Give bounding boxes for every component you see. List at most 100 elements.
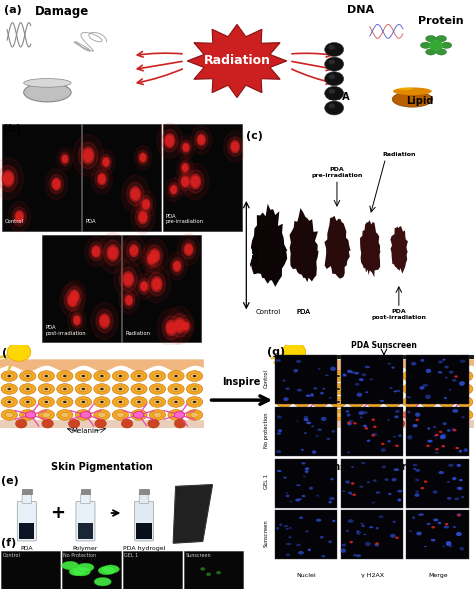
Ellipse shape (309, 487, 313, 490)
Text: Sunscreen: Sunscreen (264, 519, 269, 547)
Ellipse shape (421, 409, 437, 420)
Circle shape (325, 42, 344, 57)
Ellipse shape (456, 464, 461, 467)
Circle shape (166, 135, 173, 146)
Ellipse shape (346, 530, 349, 532)
Ellipse shape (328, 540, 332, 543)
Ellipse shape (381, 448, 386, 452)
Ellipse shape (312, 396, 328, 407)
Text: No Protection: No Protection (64, 553, 97, 558)
Ellipse shape (135, 399, 143, 405)
Ellipse shape (449, 370, 454, 373)
Ellipse shape (94, 383, 110, 394)
Ellipse shape (277, 432, 281, 435)
Circle shape (91, 303, 118, 339)
Ellipse shape (395, 537, 399, 539)
Ellipse shape (112, 396, 128, 407)
Circle shape (165, 320, 177, 336)
Ellipse shape (94, 396, 110, 407)
Ellipse shape (384, 383, 401, 394)
Bar (275, 510, 337, 559)
Circle shape (143, 265, 171, 303)
Ellipse shape (459, 381, 465, 386)
Ellipse shape (1, 396, 18, 407)
Ellipse shape (98, 412, 106, 418)
Ellipse shape (305, 467, 309, 470)
Ellipse shape (370, 399, 379, 405)
Circle shape (182, 163, 209, 200)
Ellipse shape (413, 464, 418, 466)
Ellipse shape (435, 434, 439, 436)
Ellipse shape (295, 498, 300, 501)
Text: Radiation: Radiation (382, 152, 416, 157)
Ellipse shape (8, 375, 11, 377)
Ellipse shape (24, 412, 32, 418)
Circle shape (131, 201, 155, 234)
Ellipse shape (282, 375, 286, 377)
Ellipse shape (330, 478, 334, 480)
Circle shape (16, 419, 27, 428)
Bar (78, 523, 93, 539)
Ellipse shape (372, 433, 377, 436)
Ellipse shape (116, 412, 125, 418)
Ellipse shape (135, 386, 143, 392)
Text: PDA hydrogel: PDA hydrogel (123, 546, 165, 551)
Bar (275, 407, 337, 456)
Ellipse shape (457, 370, 473, 381)
Ellipse shape (452, 409, 458, 413)
Ellipse shape (444, 526, 449, 528)
Ellipse shape (118, 375, 122, 377)
Ellipse shape (381, 443, 385, 445)
Circle shape (93, 247, 99, 256)
Ellipse shape (286, 543, 292, 545)
Ellipse shape (306, 422, 311, 424)
Ellipse shape (360, 523, 364, 524)
Ellipse shape (444, 366, 449, 369)
Ellipse shape (332, 519, 336, 522)
Text: (f): (f) (1, 538, 17, 548)
Ellipse shape (319, 388, 322, 390)
Circle shape (217, 571, 220, 574)
Ellipse shape (168, 370, 184, 381)
Ellipse shape (73, 567, 91, 576)
Ellipse shape (5, 412, 13, 418)
Text: PDA Sunscreen: PDA Sunscreen (351, 341, 417, 350)
Ellipse shape (172, 412, 180, 418)
Circle shape (148, 255, 155, 263)
Text: (b): (b) (3, 124, 21, 134)
Circle shape (136, 207, 150, 227)
Ellipse shape (301, 495, 306, 497)
Ellipse shape (19, 370, 36, 381)
Ellipse shape (5, 386, 13, 392)
Circle shape (181, 319, 191, 333)
Circle shape (184, 243, 193, 256)
Circle shape (419, 419, 430, 428)
Ellipse shape (186, 370, 203, 381)
Ellipse shape (353, 422, 357, 425)
Circle shape (97, 150, 115, 174)
Ellipse shape (389, 399, 397, 405)
Ellipse shape (26, 388, 30, 390)
Ellipse shape (45, 401, 48, 403)
Circle shape (147, 245, 163, 267)
Ellipse shape (418, 514, 424, 516)
Ellipse shape (449, 389, 451, 391)
Circle shape (328, 104, 335, 108)
Ellipse shape (301, 462, 306, 465)
Ellipse shape (461, 416, 465, 418)
Text: Control: Control (5, 219, 24, 224)
Text: PDA: PDA (328, 92, 350, 102)
Text: Radiation: Radiation (125, 330, 150, 336)
Ellipse shape (19, 409, 36, 420)
Ellipse shape (461, 496, 464, 498)
Ellipse shape (63, 375, 67, 377)
Circle shape (124, 274, 132, 285)
Ellipse shape (298, 412, 306, 418)
Ellipse shape (415, 419, 419, 421)
Ellipse shape (355, 383, 360, 386)
Ellipse shape (346, 411, 349, 412)
Ellipse shape (348, 491, 352, 494)
Ellipse shape (330, 383, 346, 394)
Bar (139, 489, 149, 494)
Ellipse shape (430, 539, 436, 541)
